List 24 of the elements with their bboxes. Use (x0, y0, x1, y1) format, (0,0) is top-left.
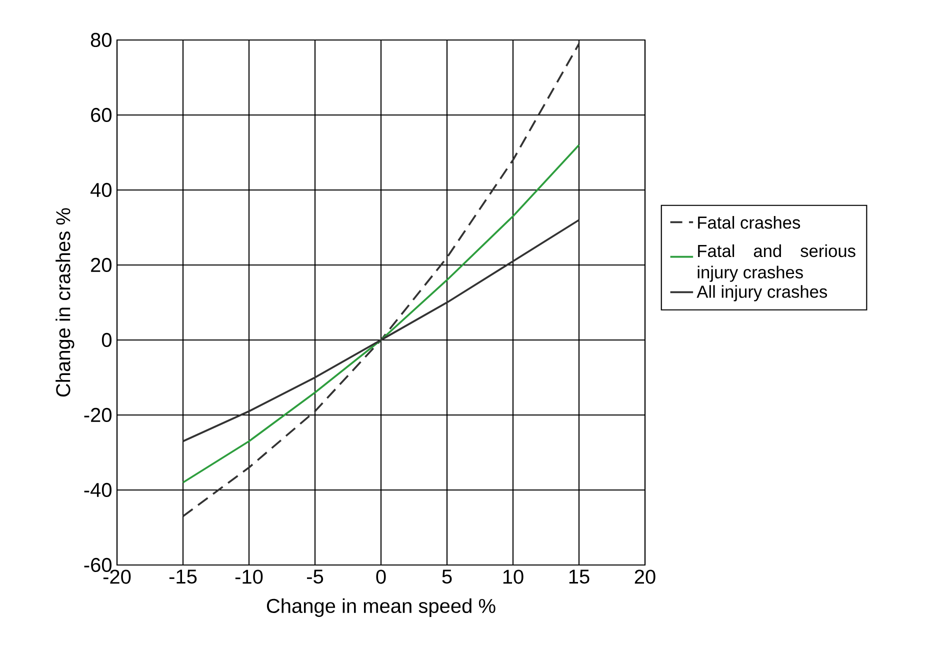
legend-label: All injury crashes (696, 285, 828, 302)
x-tick-label: -10 (235, 570, 263, 584)
x-axis-title: Change in mean speed % (266, 598, 496, 617)
y-tick-label: 20 (91, 258, 112, 272)
line-series (182, 144, 580, 484)
legend-label: Fatal and serious injury crashes (698, 244, 856, 282)
y-tick-label: 80 (90, 32, 112, 48)
x-tick-label: 5 (442, 570, 452, 584)
y-tick-label: 0 (102, 332, 112, 348)
x-tick-label: -20 (103, 570, 131, 584)
legend-label: Fatal crashes (698, 216, 800, 229)
y-axis-title: Change in crashes % (56, 208, 74, 397)
y-tick-label: 60 (91, 108, 112, 122)
x-tick-label: -15 (169, 570, 197, 584)
x-tick-label: 10 (503, 570, 524, 584)
y-tick-label: -60 (84, 558, 112, 572)
y-tick-label: 40 (90, 182, 112, 198)
x-tick-label: 20 (634, 570, 656, 584)
line-series (182, 42, 580, 518)
x-tick-label: 0 (376, 570, 386, 584)
y-tick-label: -20 (84, 408, 112, 422)
x-tick-label: -5 (306, 570, 324, 584)
x-tick-label: 15 (569, 570, 590, 584)
y-tick-label: -40 (84, 482, 112, 498)
